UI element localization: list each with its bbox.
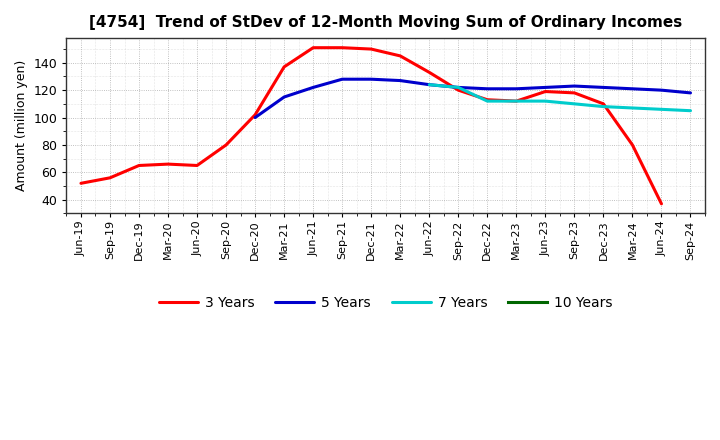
Title: [4754]  Trend of StDev of 12-Month Moving Sum of Ordinary Incomes: [4754] Trend of StDev of 12-Month Moving… [89, 15, 683, 30]
3 Years [657, 201, 666, 206]
3 Years [483, 97, 492, 103]
7 Years [454, 85, 463, 90]
7 Years [657, 106, 666, 112]
5 Years [570, 84, 579, 89]
5 Years [686, 90, 695, 95]
3 Years [76, 181, 85, 186]
7 Years [628, 105, 636, 110]
3 Years [251, 112, 259, 117]
Y-axis label: Amount (million yen): Amount (million yen) [15, 60, 28, 191]
3 Years [338, 45, 346, 50]
7 Years [570, 101, 579, 106]
3 Years [396, 53, 405, 59]
7 Years [483, 99, 492, 104]
Legend: 3 Years, 5 Years, 7 Years, 10 Years: 3 Years, 5 Years, 7 Years, 10 Years [153, 290, 618, 315]
5 Years [454, 85, 463, 90]
3 Years [367, 47, 376, 52]
3 Years [425, 70, 433, 75]
Line: 7 Years: 7 Years [429, 84, 690, 111]
3 Years [193, 163, 202, 168]
3 Years [512, 99, 521, 104]
3 Years [599, 101, 608, 106]
3 Years [628, 142, 636, 147]
7 Years [512, 99, 521, 104]
3 Years [309, 45, 318, 50]
3 Years [106, 175, 114, 180]
5 Years [280, 94, 289, 99]
3 Years [280, 64, 289, 70]
5 Years [599, 85, 608, 90]
5 Years [338, 77, 346, 82]
7 Years [425, 82, 433, 87]
Line: 3 Years: 3 Years [81, 48, 662, 204]
5 Years [251, 115, 259, 120]
5 Years [657, 88, 666, 93]
3 Years [222, 142, 230, 147]
5 Years [541, 85, 549, 90]
5 Years [425, 82, 433, 87]
7 Years [541, 99, 549, 104]
3 Years [570, 90, 579, 95]
3 Years [163, 161, 172, 167]
5 Years [396, 78, 405, 83]
5 Years [309, 85, 318, 90]
5 Years [367, 77, 376, 82]
5 Years [483, 86, 492, 92]
5 Years [512, 86, 521, 92]
7 Years [686, 108, 695, 114]
3 Years [454, 88, 463, 93]
3 Years [135, 163, 143, 168]
3 Years [541, 89, 549, 94]
7 Years [599, 104, 608, 109]
5 Years [628, 86, 636, 92]
Line: 5 Years: 5 Years [255, 79, 690, 117]
